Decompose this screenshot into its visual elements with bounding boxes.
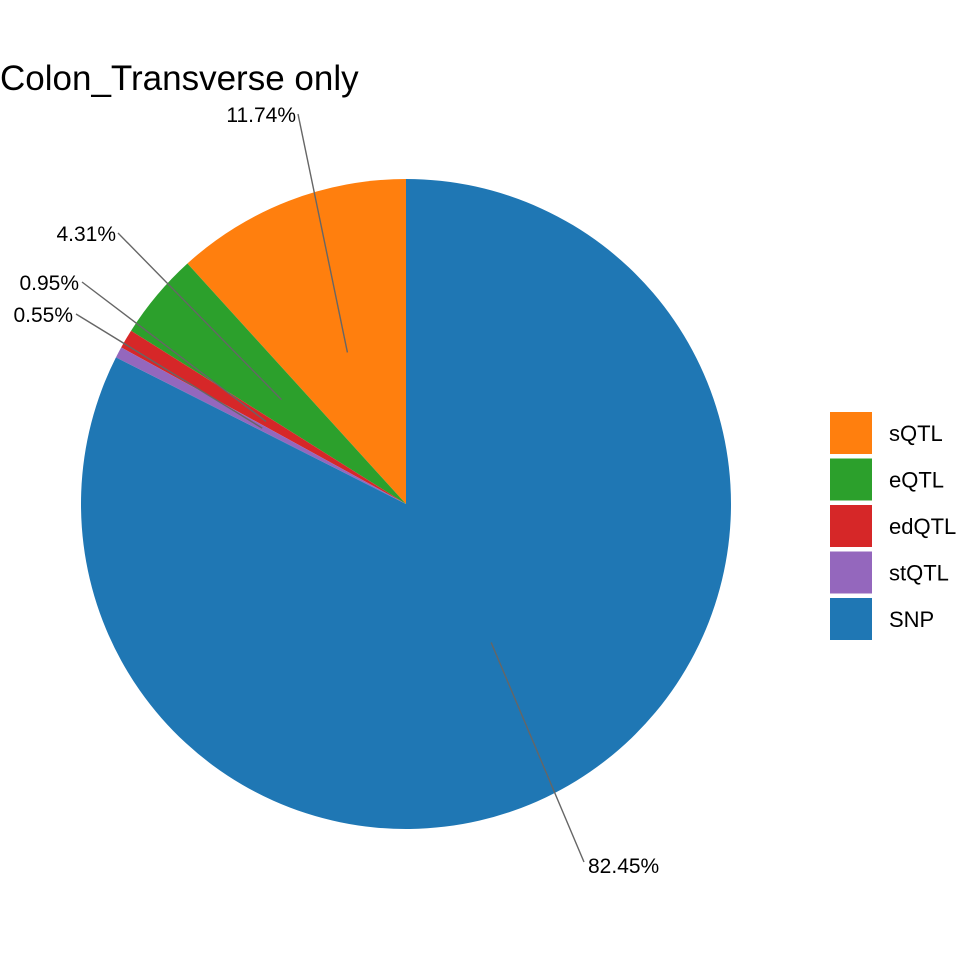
- slice-label-stqtl: 0.55%: [13, 304, 73, 327]
- chart-title: Colon_Transverse only: [0, 59, 359, 98]
- slice-label-eqtl: 4.31%: [56, 223, 116, 246]
- leader-line-eqtl: [117, 232, 282, 401]
- slice-label-edqtl: 0.95%: [19, 272, 79, 295]
- leader-line-stqtl: [75, 313, 263, 429]
- legend-label-sqtl: sQTL: [889, 421, 943, 446]
- legend-label-stqtl: stQTL: [889, 561, 949, 586]
- legend-swatch-snp: [830, 598, 872, 640]
- legend-swatch-sqtl: [830, 412, 872, 454]
- leader-line-sqtl: [297, 113, 349, 353]
- legend-swatch-eqtl: [830, 458, 872, 501]
- pie-slice-edqtl: [121, 330, 406, 504]
- pie-slices: [80, 179, 731, 829]
- legend-label-snp: SNP: [889, 607, 934, 632]
- legend-swatch-stqtl: [830, 551, 872, 594]
- legend-swatch-edqtl: [830, 505, 872, 547]
- pie-slice-snp: [80, 179, 731, 829]
- pie-slice-sqtl: [187, 179, 406, 504]
- pie-slice-eqtl: [131, 263, 407, 504]
- percentage-labels: 11.74% 4.31% 0.95% 0.55% 82.45%: [13, 104, 659, 878]
- leader-line-snp: [490, 642, 585, 863]
- leader-line-edqtl: [81, 281, 267, 423]
- pie-slice-stqtl: [115, 347, 407, 504]
- legend: sQTL eQTL edQTL stQTL SNP: [830, 412, 956, 640]
- label-leader-lines: [75, 113, 585, 863]
- legend-label-edqtl: edQTL: [889, 514, 956, 539]
- slice-label-snp: 82.45%: [588, 855, 659, 878]
- slice-label-sqtl: 11.74%: [226, 104, 296, 127]
- legend-label-eqtl: eQTL: [889, 468, 944, 493]
